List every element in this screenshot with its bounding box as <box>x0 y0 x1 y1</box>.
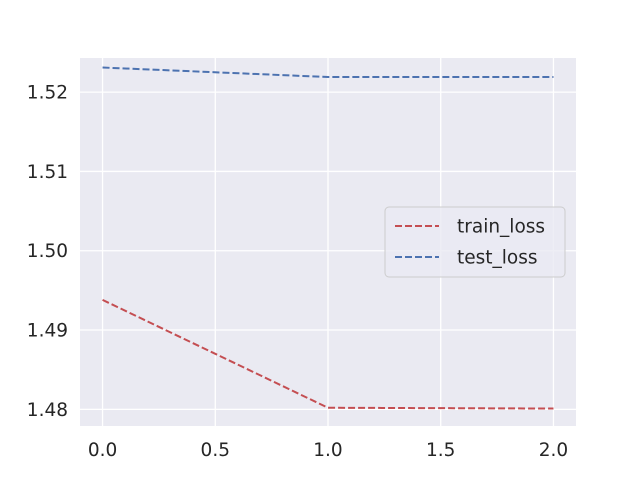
legend-label-train-loss: train_loss <box>457 217 545 238</box>
legend: train_loss test_loss <box>384 206 566 278</box>
x-tick-label: 1.0 <box>313 440 342 461</box>
y-axis-ticks: 1.48 1.49 1.50 1.51 1.52 <box>27 83 68 421</box>
x-axis-ticks: 0.0 0.5 1.0 1.5 2.0 <box>88 440 568 461</box>
x-tick-label: 2.0 <box>539 440 568 461</box>
y-tick-label: 1.48 <box>27 400 68 421</box>
series-line-train-loss <box>102 298 554 410</box>
x-tick-label: 1.5 <box>426 440 455 461</box>
legend-box <box>384 206 566 278</box>
legend-label-test-loss: test_loss <box>457 248 538 269</box>
x-tick-label: 0.5 <box>201 440 230 461</box>
x-tick-label: 0.0 <box>88 440 117 461</box>
y-tick-label: 1.49 <box>27 321 68 342</box>
y-tick-label: 1.51 <box>27 162 68 183</box>
y-tick-label: 1.52 <box>27 83 68 104</box>
series-lines <box>102 66 554 410</box>
grid-lines <box>80 58 576 426</box>
y-tick-label: 1.50 <box>27 241 68 262</box>
